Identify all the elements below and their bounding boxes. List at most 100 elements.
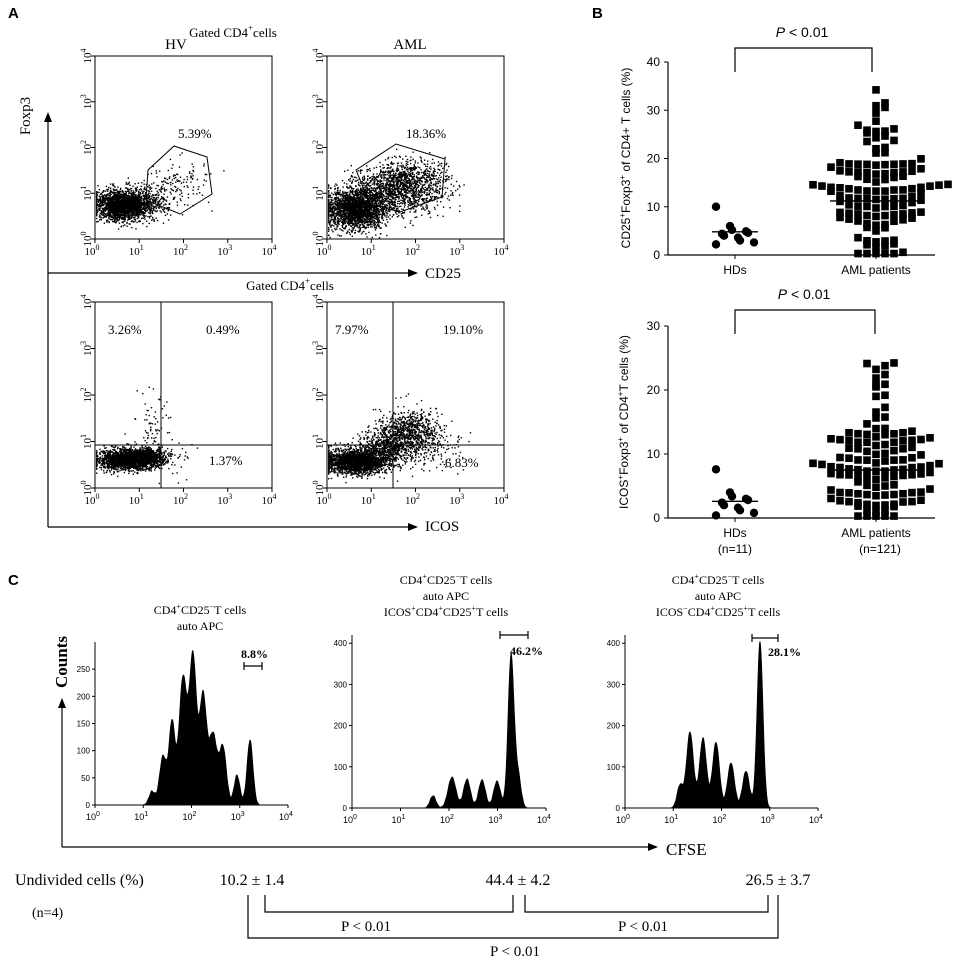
x-tick-label: 102 — [183, 811, 197, 822]
data-point-aml — [908, 497, 916, 506]
data-point-aml — [890, 490, 898, 499]
data-point-aml — [899, 160, 907, 168]
data-point-aml — [809, 459, 817, 468]
data-point-aml — [863, 236, 871, 245]
data-point-aml — [854, 121, 862, 130]
data-point-aml — [872, 508, 880, 516]
hist-title-line: ICOS+CD4+CD25+T cells — [384, 604, 509, 619]
y-tick-label: 300 — [607, 680, 621, 689]
y-tick-label: 104 — [79, 49, 94, 64]
y-tick-label: 101 — [311, 434, 326, 449]
x-tick-label: 101 — [664, 814, 678, 825]
y-tick-label: 104 — [311, 295, 326, 310]
data-point-aml — [899, 194, 907, 203]
x-tick-label: 103 — [217, 492, 232, 507]
data-point-aml — [854, 512, 862, 520]
data-point-aml — [863, 438, 871, 447]
data-point-aml — [827, 187, 835, 196]
data-point-aml — [890, 173, 898, 182]
data-point-aml — [854, 186, 862, 194]
panel-b-label: B — [592, 5, 603, 22]
median-lines — [712, 469, 922, 503]
x-tick-label: 102 — [440, 814, 454, 825]
y-tick-label: 103 — [311, 341, 326, 356]
data-point-aml — [881, 99, 889, 107]
cfse-histogram-1: 0 50 100 150 200 250 100 101 102 103 104 8.8% — [77, 642, 293, 822]
y-tick-label: 0 — [653, 248, 660, 262]
data-point-aml — [908, 209, 916, 217]
significance-bracket — [734, 47, 873, 72]
y-tick-label: 30 — [647, 103, 661, 117]
gate-polygon — [145, 145, 213, 215]
y-tick-label: 103 — [311, 94, 326, 109]
data-point-aml — [845, 428, 853, 437]
data-point-aml — [881, 242, 889, 250]
data-point-aml — [917, 470, 925, 478]
x-tick-label: 104 — [494, 243, 509, 258]
x-tick-label: 103 — [449, 492, 464, 507]
data-point-aml — [917, 196, 925, 204]
data-point-aml — [908, 184, 916, 193]
data-point-aml — [926, 461, 934, 470]
data-point-aml — [845, 454, 853, 462]
data-point-aml — [890, 210, 898, 219]
data-point-aml — [908, 192, 916, 201]
data-point-aml — [836, 463, 844, 472]
data-point-aml — [890, 217, 898, 226]
data-point-aml — [890, 472, 898, 481]
data-point-aml — [899, 168, 907, 176]
data-point-aml — [899, 456, 907, 464]
data-point-aml — [863, 359, 871, 368]
data-point-aml — [845, 201, 853, 209]
data-point-aml — [881, 457, 889, 465]
data-point-aml — [881, 195, 889, 204]
quadrant-lr: 1.37% — [209, 453, 243, 468]
data-point-hd — [749, 508, 759, 518]
data-point-aml — [881, 474, 889, 482]
data-point-aml — [899, 437, 907, 445]
hist-title-line: CD4+CD25−T cells — [400, 572, 493, 587]
data-point-aml — [809, 180, 817, 189]
data-point-aml — [872, 475, 880, 484]
data-point-aml — [854, 249, 862, 258]
data-point-aml — [917, 155, 925, 163]
quadrant-ur: 19.10% — [443, 322, 483, 337]
plot-title-aml: AML — [393, 37, 426, 53]
data-point-aml — [863, 512, 871, 520]
y-tick-label: 0 — [343, 804, 348, 813]
bracket-2-3 — [524, 895, 769, 913]
p-value: P < 0.01 — [776, 24, 829, 40]
data-point-aml — [845, 465, 853, 473]
panel-a: A Gated CD4+cells HV AML Foxp3 CD25 5.39… — [8, 5, 509, 535]
y-tick-label: 100 — [311, 232, 326, 247]
data-point-aml — [863, 137, 871, 146]
x-tick-label: 104 — [809, 814, 823, 825]
data-point-aml — [854, 429, 862, 438]
data-point-aml — [863, 467, 871, 475]
data-point-aml — [917, 488, 925, 496]
undivided-percent: 8.8% — [241, 647, 268, 661]
hist-title-1: CD4+CD25−T cells auto APC — [154, 602, 247, 633]
data-point-aml — [881, 143, 889, 152]
data-point-aml — [881, 449, 889, 458]
data-point-aml — [836, 496, 844, 505]
quadrant-ur: 0.49% — [206, 322, 240, 337]
data-point-aml — [872, 238, 880, 246]
x-tick-label: 101 — [129, 243, 144, 258]
data-point-aml — [890, 456, 898, 464]
y-tick-label: 104 — [311, 49, 326, 64]
data-point-aml — [827, 462, 835, 471]
data-point-aml — [845, 184, 853, 193]
y-tick-label: 103 — [79, 94, 94, 109]
data-point-aml — [863, 175, 871, 184]
flow-dots — [328, 393, 472, 484]
y-tick-label: 102 — [79, 388, 94, 403]
data-point-aml — [899, 471, 907, 480]
data-point-aml — [872, 86, 880, 94]
data-points — [711, 86, 952, 258]
hist-title-line: auto APC — [177, 619, 223, 633]
data-point-aml — [908, 159, 916, 168]
data-point-aml — [890, 136, 898, 145]
